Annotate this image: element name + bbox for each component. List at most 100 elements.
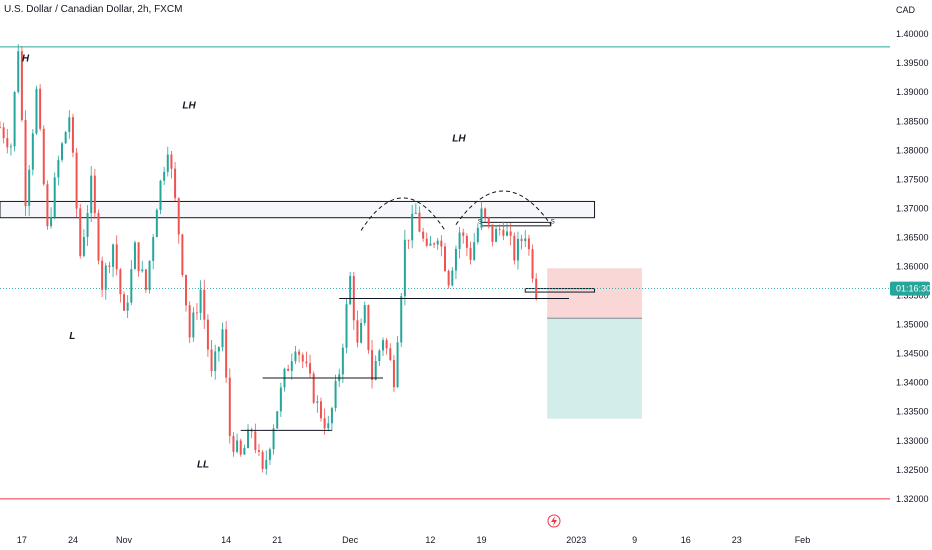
price-tick-label: 1.36000 <box>896 262 929 272</box>
candle-body <box>451 270 454 286</box>
candles-layer <box>0 44 538 475</box>
candle-body <box>64 131 67 144</box>
candle-body <box>261 451 264 469</box>
candle-body <box>396 342 399 388</box>
candle-body <box>531 249 534 279</box>
countdown-text: 01:16:30 <box>896 284 931 294</box>
candle-body <box>225 329 228 378</box>
candle-body <box>13 91 16 147</box>
candle-body <box>476 227 479 243</box>
candle-body <box>520 238 523 242</box>
price-tick-label: 1.40000 <box>896 29 929 39</box>
candle-body <box>181 234 184 275</box>
candle-body <box>86 213 89 237</box>
candle-body <box>20 51 23 121</box>
candle-body <box>221 329 224 348</box>
resistance-zone <box>0 200 596 219</box>
small-label: S <box>551 220 555 226</box>
candle-body <box>535 278 538 299</box>
candle-body <box>104 265 107 290</box>
candle-body <box>123 294 126 311</box>
time-tick-label: 17 <box>17 535 27 545</box>
candle-body <box>502 229 505 236</box>
candle-body <box>381 340 384 351</box>
candle-body <box>356 320 359 343</box>
candle-body <box>101 260 104 290</box>
candle-body <box>152 237 155 261</box>
time-tick-label: 14 <box>221 535 231 545</box>
candle-body <box>363 305 366 324</box>
candle-body <box>42 128 45 185</box>
candle-body <box>433 243 436 245</box>
candle-body <box>272 428 275 450</box>
candle-body <box>46 184 49 227</box>
price-tick-label: 1.33500 <box>896 407 929 417</box>
candle-body <box>491 224 494 242</box>
time-tick-label: Feb <box>795 535 811 545</box>
candle-body <box>247 429 250 448</box>
time-axis[interactable]: 17 24 Nov 14 21 Dec 12 19 2023 9 16 23 Feb <box>17 535 810 545</box>
price-tick-label: 1.33000 <box>896 436 929 446</box>
candle-body <box>371 350 374 380</box>
candle-body <box>422 231 425 239</box>
candle-body <box>425 238 428 246</box>
currency-label: CAD <box>896 5 916 15</box>
candle-body <box>327 423 330 429</box>
candle-body <box>487 217 490 225</box>
candle-body <box>319 401 322 419</box>
price-axis[interactable]: 1.40000 1.39500 1.39000 1.38500 1.38000 1.375… <box>896 29 929 504</box>
candle-body <box>334 381 337 409</box>
candle-body <box>82 236 85 256</box>
time-tick-label: Nov <box>116 535 133 545</box>
candle-body <box>465 235 468 248</box>
candle-body <box>141 269 144 272</box>
price-tick-label: 1.35000 <box>896 320 929 330</box>
candle-body <box>411 213 414 241</box>
price-tick-label: 1.38000 <box>896 145 929 155</box>
candle-body <box>509 231 512 236</box>
candle-body <box>440 240 443 247</box>
candle-body <box>185 274 188 306</box>
candle-body <box>115 244 118 270</box>
candle-body <box>458 232 461 249</box>
candle-body <box>290 361 293 371</box>
candle-body <box>345 304 348 348</box>
candle-body <box>378 350 381 361</box>
candle-body <box>360 323 363 343</box>
candle-body <box>119 269 122 295</box>
candle-body <box>498 229 501 230</box>
time-tick-label: 9 <box>632 535 637 545</box>
candle-body <box>349 275 352 305</box>
candle-body <box>228 377 231 437</box>
candle-body <box>454 248 457 271</box>
candle-body <box>527 238 530 250</box>
candle-body <box>174 168 177 199</box>
small-label: S <box>478 220 482 226</box>
candle-body <box>31 133 34 170</box>
candle-body <box>436 240 439 245</box>
candle-body <box>57 159 60 178</box>
candle-body <box>385 340 388 349</box>
candle-body <box>130 269 133 303</box>
candle-body <box>126 302 129 311</box>
countdown-badge: 01:16:30 <box>890 281 931 296</box>
candle-body <box>444 246 446 271</box>
time-tick-label: 2023 <box>566 535 586 545</box>
swing-label: L <box>69 331 75 342</box>
candle-body <box>279 387 282 412</box>
lightning-icon[interactable] <box>547 514 561 528</box>
candle-body <box>159 180 162 210</box>
candle-body <box>217 347 220 352</box>
candle-body <box>312 373 315 403</box>
candle-body <box>403 239 406 297</box>
candle-body <box>163 171 166 181</box>
price-tick-label: 1.34000 <box>896 378 929 388</box>
candle-body <box>462 232 465 236</box>
candle-body <box>75 152 78 209</box>
candle-body <box>243 447 246 455</box>
pattern-arc <box>360 197 446 231</box>
price-tick-label: 1.32000 <box>896 494 929 504</box>
candle-body <box>53 177 56 217</box>
